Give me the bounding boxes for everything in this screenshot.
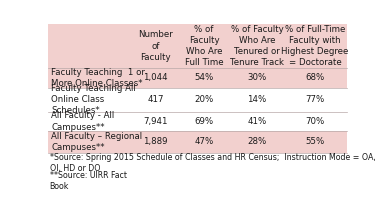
Text: 28%: 28% [247,137,266,146]
Text: 7,941: 7,941 [143,117,168,126]
Text: 1,889: 1,889 [143,137,168,146]
Text: Faculty Teaching All
Online Class
Schedules*: Faculty Teaching All Online Class Schedu… [51,84,136,115]
Text: % of
Faculty
Who Are
Full Time: % of Faculty Who Are Full Time [185,25,223,67]
Text: 41%: 41% [247,117,266,126]
Text: All Faculty - All
Campuses**: All Faculty - All Campuses** [51,111,114,132]
Text: *Source: Spring 2015 Schedule of Classes and HR Census;  Instruction Mode = OA,
: *Source: Spring 2015 Schedule of Classes… [50,153,375,173]
Text: 68%: 68% [306,73,325,82]
Text: 1,044: 1,044 [143,73,168,82]
Text: Number
of
Faculty: Number of Faculty [138,30,173,62]
Text: 14%: 14% [247,95,266,104]
Text: % of Full-Time
Faculty with
Highest Degree
= Doctorate: % of Full-Time Faculty with Highest Degr… [281,25,349,67]
Text: % of Faculty
Who Are
Tenured or
Tenure Track: % of Faculty Who Are Tenured or Tenure T… [230,25,284,67]
Text: 47%: 47% [194,137,214,146]
Text: 69%: 69% [194,117,214,126]
Text: 55%: 55% [306,137,325,146]
Text: Faculty Teaching  1 or
More Online Classes*: Faculty Teaching 1 or More Online Classe… [51,68,145,88]
Text: 54%: 54% [194,73,214,82]
Text: 30%: 30% [247,73,266,82]
Text: All Faculty – Regional
Campuses**: All Faculty – Regional Campuses** [51,132,142,152]
Text: 77%: 77% [306,95,325,104]
Text: 70%: 70% [306,117,325,126]
Text: 417: 417 [147,95,164,104]
Text: 20%: 20% [194,95,214,104]
Text: **Source: UIRR Fact
Book: **Source: UIRR Fact Book [50,171,127,191]
